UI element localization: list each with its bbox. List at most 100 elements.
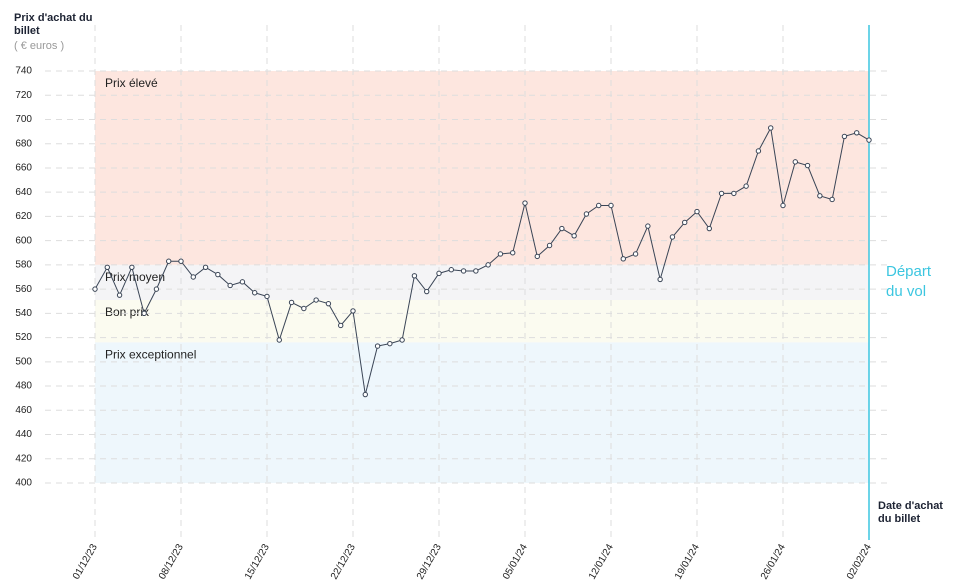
price-point — [264, 293, 270, 300]
departure-label: Départ du vol — [886, 263, 932, 300]
price-point — [227, 282, 233, 289]
price-band — [95, 264, 869, 301]
price-point — [485, 262, 491, 268]
price-point — [645, 223, 651, 229]
band-label: Bon prix — [105, 305, 149, 319]
price-line — [94, 126, 870, 395]
y-axis-label: Prix d'achat du billet — [14, 12, 93, 37]
price-point — [669, 234, 676, 240]
y-tick-label: 400 — [15, 478, 32, 489]
price-point — [374, 343, 381, 349]
y-tick-label: 600 — [15, 235, 32, 246]
x-tick-label: 02/02/24 — [845, 542, 874, 582]
price-point — [362, 391, 368, 398]
price-point — [632, 251, 639, 257]
y-tick-label: 580 — [15, 260, 32, 271]
band-label: Prix moyen — [105, 270, 165, 284]
price-point — [706, 225, 712, 232]
price-point — [694, 208, 700, 215]
y-tick-label: 500 — [15, 356, 32, 367]
price-point — [755, 148, 762, 154]
price-point — [387, 340, 393, 347]
x-tick-label: 12/01/24 — [587, 542, 616, 582]
y-tick-label: 540 — [15, 308, 32, 319]
price-point — [92, 286, 98, 292]
price-point — [608, 202, 614, 209]
price-point — [129, 264, 135, 271]
y-tick-label: 480 — [15, 381, 32, 392]
price-point — [657, 276, 663, 283]
price-point — [546, 242, 553, 249]
x-axis-label: Date d'achat du billet — [878, 500, 943, 525]
price-point — [399, 337, 405, 343]
price-point — [841, 133, 848, 140]
price-point — [731, 190, 737, 197]
x-tick-label: 29/12/23 — [415, 542, 444, 582]
y-axis-unit: ( € euros ) — [14, 40, 65, 52]
price-point — [718, 190, 725, 197]
price-point — [239, 279, 246, 285]
price-point — [411, 273, 418, 279]
y-tick-label: 660 — [15, 163, 32, 174]
band-label: Prix exceptionnel — [105, 348, 196, 362]
x-tick-label: 15/12/23 — [243, 542, 272, 582]
y-tick-label: 520 — [15, 332, 32, 343]
y-tick-label: 740 — [15, 66, 32, 77]
price-point — [817, 193, 823, 199]
price-point — [866, 137, 872, 143]
y-tick-label: 440 — [15, 429, 32, 440]
price-point — [559, 225, 565, 232]
y-tick-label: 420 — [15, 453, 32, 464]
price-point — [780, 202, 786, 209]
price-point — [166, 258, 172, 264]
x-tick-label: 05/01/24 — [501, 542, 530, 582]
price-point — [571, 233, 577, 239]
price-point — [510, 250, 516, 256]
price-point — [436, 270, 442, 277]
y-tick-label: 640 — [15, 187, 32, 198]
band-label: Prix élevé — [105, 76, 158, 90]
price-point — [116, 292, 123, 298]
y-tick-label: 680 — [15, 138, 32, 149]
price-point — [178, 258, 184, 264]
price-point — [153, 286, 160, 292]
price-point — [792, 159, 798, 165]
price-point — [301, 305, 307, 312]
price-point — [854, 130, 860, 136]
price-point — [534, 253, 540, 260]
y-tick-label: 460 — [15, 405, 32, 416]
price-point — [215, 271, 221, 278]
x-tick-label: 26/01/24 — [759, 542, 788, 582]
price-point — [448, 267, 454, 273]
price-point — [141, 310, 147, 317]
y-tick-label: 560 — [15, 284, 32, 295]
price-point — [583, 211, 590, 217]
y-tick-label: 720 — [15, 90, 32, 101]
price-point — [522, 200, 528, 206]
price-point — [460, 268, 467, 274]
x-tick-label: 01/12/23 — [71, 542, 100, 582]
price-point — [288, 299, 295, 306]
y-tick-label: 620 — [15, 211, 32, 222]
price-band — [95, 342, 869, 483]
price-point — [202, 264, 209, 271]
price-point — [804, 162, 811, 169]
price-point — [424, 288, 430, 295]
price-point — [829, 196, 835, 203]
price-point — [325, 300, 332, 307]
x-tick-label: 19/01/24 — [673, 542, 702, 582]
x-tick-label: 08/12/23 — [157, 542, 186, 582]
price-point — [682, 219, 688, 226]
price-point — [497, 251, 504, 257]
price-point — [473, 268, 479, 274]
price-point — [313, 297, 319, 303]
price-point — [768, 125, 774, 131]
price-point — [252, 290, 258, 296]
price-point — [190, 274, 196, 280]
price-band — [95, 300, 869, 343]
price-point — [620, 256, 626, 262]
price-point — [596, 202, 602, 209]
price-point — [104, 264, 110, 271]
